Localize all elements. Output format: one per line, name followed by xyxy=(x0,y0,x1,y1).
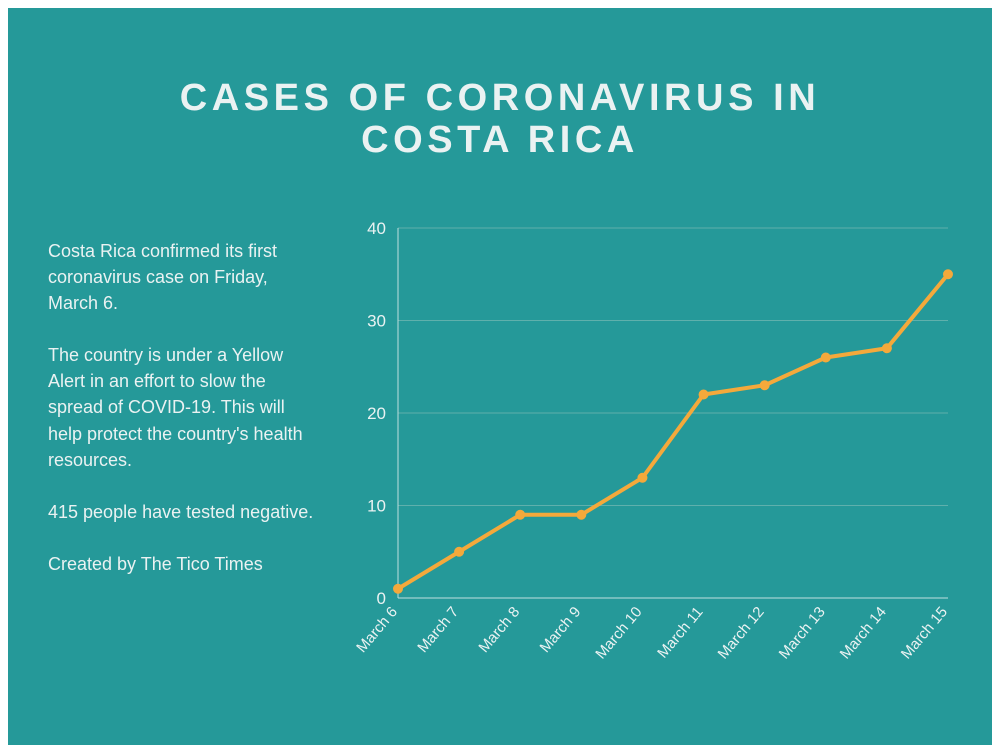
sidebar-copy: Costa Rica confirmed its first coronavir… xyxy=(48,238,318,603)
y-tick-label: 10 xyxy=(367,497,386,516)
title-line-2: COSTA RICA xyxy=(8,120,992,162)
x-tick-label: March 11 xyxy=(654,604,707,662)
infographic-canvas: CASES OF CORONAVIRUS IN COSTA RICA Costa… xyxy=(8,8,992,745)
series-point xyxy=(576,510,586,520)
y-tick-label: 30 xyxy=(367,312,386,331)
x-tick-label: March 8 xyxy=(475,604,523,656)
series-point xyxy=(760,380,770,390)
cases-line-chart: 010203040March 6March 7March 8March 9Mar… xyxy=(338,218,958,698)
series-point xyxy=(515,510,525,520)
x-tick-label: March 7 xyxy=(414,604,462,656)
page-title: CASES OF CORONAVIRUS IN COSTA RICA xyxy=(8,78,992,162)
chart-svg: 010203040March 6March 7March 8March 9Mar… xyxy=(338,218,958,698)
series-point xyxy=(943,269,953,279)
x-tick-label: March 14 xyxy=(837,604,890,663)
series-point xyxy=(454,547,464,557)
series-point xyxy=(821,353,831,363)
x-tick-label: March 6 xyxy=(353,604,401,656)
series-point xyxy=(882,343,892,353)
y-tick-label: 0 xyxy=(377,589,386,608)
x-tick-label: March 13 xyxy=(776,604,829,663)
x-tick-label: March 9 xyxy=(537,604,585,656)
x-tick-label: March 12 xyxy=(715,604,768,663)
x-tick-label: March 15 xyxy=(898,604,951,663)
title-line-1: CASES OF CORONAVIRUS IN xyxy=(8,78,992,120)
y-tick-label: 20 xyxy=(367,404,386,423)
body-p1: Costa Rica confirmed its first coronavir… xyxy=(48,238,318,316)
body-p3: 415 people have tested negative. xyxy=(48,499,318,525)
series-point xyxy=(393,584,403,594)
body-p2: The country is under a Yellow Alert in a… xyxy=(48,342,318,472)
body-p4: Created by The Tico Times xyxy=(48,551,318,577)
series-point xyxy=(699,390,709,400)
series-point xyxy=(637,473,647,483)
series-line xyxy=(398,274,948,589)
x-tick-label: March 10 xyxy=(592,604,645,663)
y-tick-label: 40 xyxy=(367,219,386,238)
